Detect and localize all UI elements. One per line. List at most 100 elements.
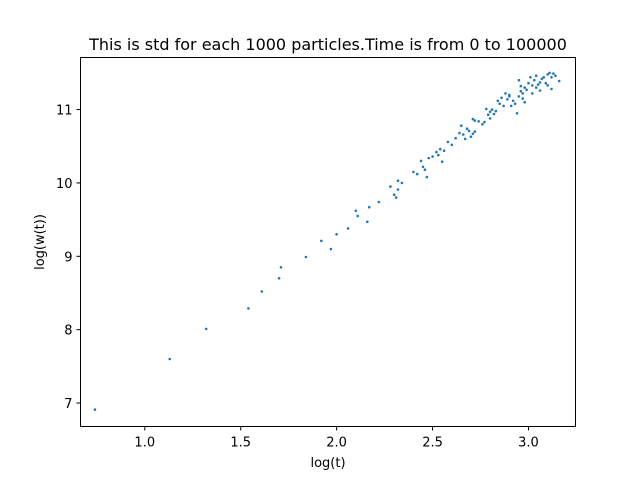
data-point [442,149,446,152]
data-point [554,74,557,78]
x-axis-ticks: 1.0 1.5 2.0 2.5 3.0 [134,426,539,451]
data-point [534,74,538,78]
data-point [490,108,494,111]
data-point [400,181,404,185]
data-point [546,84,549,87]
data-point [168,357,171,361]
data-point [465,127,469,130]
data-point [356,214,360,218]
data-point [508,93,511,97]
x-tick-label: 2.5 [422,436,443,451]
data-point [367,205,371,209]
data-point [277,277,281,280]
data-point [557,79,561,83]
data-point [552,72,555,75]
y-tick-label: 7 [64,397,72,412]
data-point [279,266,283,269]
data-point [529,76,532,79]
data-point [481,123,484,126]
data-point [538,89,542,92]
y-axis-ticks: 7 8 9 10 11 [56,104,81,412]
data-point [538,81,542,84]
data-point [320,239,323,243]
data-point [483,120,486,124]
data-point [540,77,544,81]
data-point [389,185,392,188]
data-point [536,83,540,86]
data-point [494,109,498,113]
data-point [458,131,461,135]
data-point [346,227,350,230]
data-point [542,76,546,79]
data-point [437,153,440,157]
data-point [513,102,517,105]
data-point [517,78,521,82]
data-point [546,73,549,76]
y-tick-label: 10 [56,177,73,192]
y-tick-label: 8 [64,324,72,339]
data-point [521,92,524,95]
data-point [396,179,400,182]
data-point [515,112,519,115]
data-point [354,209,358,213]
y-tick-label: 11 [56,104,73,119]
data-point [394,196,398,199]
data-point [423,168,427,171]
data-point [204,327,208,331]
data-point [366,220,369,224]
data-point [463,137,467,141]
chart-title: This is std for each 1000 particles.Time… [88,35,567,54]
data-point [544,81,548,85]
data-point [523,100,526,104]
data-point [550,76,553,79]
data-point [329,247,333,251]
data-point [519,89,523,93]
data-point [392,193,396,196]
data-point [527,81,530,85]
data-point [486,113,490,116]
data-point [511,99,515,103]
data-point [521,97,524,100]
data-point [421,165,425,169]
data-point [496,99,500,103]
data-point [534,86,538,89]
data-point [438,147,442,151]
data-point [462,133,465,136]
data-point [471,132,475,136]
x-tick-label: 3.0 [518,436,539,451]
data-point [477,120,480,123]
data-point [492,112,496,116]
data-point [377,200,381,204]
data-point [467,129,471,133]
data-point [419,159,423,163]
data-point [460,124,463,127]
data-point [500,96,503,100]
data-point [548,71,551,75]
data-point [93,408,97,411]
data-point [498,102,502,105]
y-tick-label: 9 [64,250,72,265]
data-point [446,140,450,144]
data-point [473,130,477,133]
y-axis-label: log(w(t)) [33,214,48,270]
data-point [260,290,264,293]
data-point [531,84,534,87]
data-point [488,110,492,114]
data-point [519,84,523,88]
data-point [533,78,536,82]
x-tick-label: 1.0 [134,436,155,451]
x-tick-label: 2.0 [326,436,347,451]
data-point [304,255,308,259]
data-point [450,143,454,147]
data-point [415,172,419,176]
data-point [440,160,444,163]
data-point [523,86,526,89]
data-point [550,87,553,91]
data-point [454,136,457,140]
data-point [488,117,492,120]
data-point [431,155,434,158]
data-point [485,107,488,111]
data-point [531,92,534,95]
